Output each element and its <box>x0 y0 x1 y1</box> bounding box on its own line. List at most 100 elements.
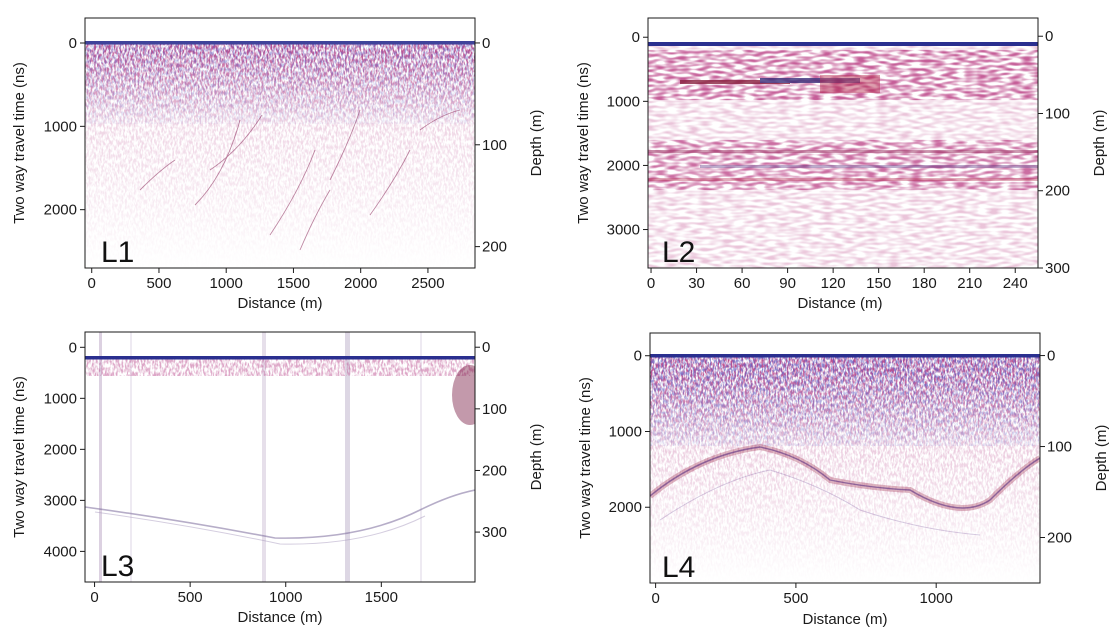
surface-clutter-blue-l1 <box>85 44 475 124</box>
reflector-l2 <box>648 150 1038 153</box>
y2-tick-label-l1: 100 <box>482 137 507 154</box>
panel-label-l2: L2 <box>662 236 695 269</box>
y-tick-label-l3: 0 <box>69 339 77 356</box>
frame-l4 <box>649 332 1041 584</box>
y-tick-label-l2: 2000 <box>607 157 640 174</box>
surface-line-l2 <box>648 42 1038 46</box>
axes-l1: 0 500 1000 1500 2000 2500 0 1000 2000 0 100 200 <box>44 35 507 292</box>
x-tick-label-l1: 2000 <box>344 275 377 292</box>
lower-layer-l2 <box>648 140 1038 190</box>
artifact-l3 <box>420 332 422 582</box>
y2-tick-label-l4: 0 <box>1047 348 1055 365</box>
x-tick-label-l2: 150 <box>866 275 891 292</box>
y-tick-label-l1: 0 <box>69 35 77 52</box>
y-axis-label-l1: Two way travel time (ns) <box>11 62 28 224</box>
x-tick-label-l2: 90 <box>779 275 796 292</box>
x-tick-label-l2: 120 <box>821 275 846 292</box>
y-tick-label-l3: 1000 <box>44 390 77 407</box>
x-tick-label-l4: 500 <box>783 590 808 607</box>
x-tick-label-l4: 1000 <box>919 590 952 607</box>
reflector-l2 <box>680 80 790 84</box>
y-tick-label-l3: 4000 <box>44 543 77 560</box>
panel-label-l1: L1 <box>101 236 134 269</box>
radargram-l3 <box>85 332 475 582</box>
panel-l4: 0 500 1000 0 1000 2000 0 100 200 L4 Distance (m)… <box>577 332 1110 628</box>
x-axis-label-l3: Distance (m) <box>237 609 322 626</box>
y-tick-label-l1: 2000 <box>44 202 77 219</box>
x-tick-label-l3: 1000 <box>269 589 302 606</box>
y2-tick-label-l1: 200 <box>482 239 507 256</box>
axes-l2: 0 30 60 90 120 150 180 210 240 0 1000 2000 3000 0 100 2… <box>607 28 1070 292</box>
surface-line-l4 <box>650 354 1040 358</box>
x-tick-label-l2: 240 <box>1003 275 1028 292</box>
artifact-l3 <box>262 332 266 582</box>
x-axis-label-l2: Distance (m) <box>797 295 882 312</box>
x-tick-label-l1: 1500 <box>277 275 310 292</box>
surface-line-l3 <box>85 356 475 360</box>
x-tick-label-l3: 1500 <box>365 589 398 606</box>
y-tick-label-l1: 1000 <box>44 118 77 135</box>
surface-line-l1 <box>85 41 475 45</box>
dome-diffraction-l4 <box>659 469 981 536</box>
edge-anomaly-l3 <box>452 365 475 425</box>
axes-l4: 0 500 1000 0 1000 2000 0 100 200 <box>609 348 1072 607</box>
x-tick-label-l2: 60 <box>734 275 751 292</box>
axes-l3: 0 500 1000 1500 0 1000 2000 3000 4000 0 100 200 300 <box>44 339 507 606</box>
y2-axis-label-l2: Depth (m) <box>1091 110 1108 177</box>
reflections-l1 <box>139 109 461 251</box>
x-tick-label-l3: 0 <box>90 589 98 606</box>
reflector-l2 <box>648 178 1038 181</box>
y2-tick-label-l2: 200 <box>1045 183 1070 200</box>
reflector-l2 <box>760 78 860 83</box>
y-axis-label-l4: Two way travel time (ns) <box>577 377 594 539</box>
x-axis-label-l1: Distance (m) <box>237 295 322 312</box>
y2-tick-label-l3: 100 <box>482 401 507 418</box>
y2-axis-label-l1: Depth (m) <box>528 110 545 177</box>
y2-tick-label-l2: 0 <box>1045 28 1053 45</box>
artifact-l3 <box>345 332 350 582</box>
y2-tick-label-l4: 200 <box>1047 530 1072 547</box>
x-tick-label-l1: 2500 <box>411 275 444 292</box>
radargram-l4 <box>650 354 1040 583</box>
y-tick-label-l3: 3000 <box>44 492 77 509</box>
reflector-l2 <box>820 75 880 93</box>
frame-l2 <box>647 17 1039 269</box>
frame-l1 <box>84 17 476 269</box>
y-axis-label-l2: Two way travel time (ns) <box>575 62 592 224</box>
panel-l3: 0 500 1000 1500010002000300040000100200300 … <box>11 331 545 626</box>
y-tick-label-l2: 0 <box>632 29 640 46</box>
y-tick-label-l4: 1000 <box>609 423 642 440</box>
vertical-artifacts-l3 <box>99 332 422 582</box>
y2-tick-label-l3: 300 <box>482 524 507 541</box>
x-tick-label-l2: 180 <box>912 275 937 292</box>
panel-l2: 0 30 60 90 120 150 180 210 240 0 1000 2000 3000 0 100 2… <box>575 17 1108 312</box>
artifact-l3 <box>99 332 102 582</box>
y2-axis-label-l4: Depth (m) <box>1093 425 1110 492</box>
y-tick-label-l2: 1000 <box>607 93 640 110</box>
reflector-l2 <box>700 165 1038 168</box>
y-tick-label-l4: 2000 <box>609 499 642 516</box>
y2-tick-label-l2: 100 <box>1045 105 1070 122</box>
y-axis-label-l3: Two way travel time (ns) <box>11 376 28 538</box>
y2-tick-label-l3: 200 <box>482 462 507 479</box>
bedrock-reflector-echo-l3 <box>94 511 426 545</box>
y2-tick-label-l1: 0 <box>482 35 490 52</box>
x-tick-label-l2: 210 <box>957 275 982 292</box>
bedrock-reflector-l3 <box>85 489 475 539</box>
x-tick-label-l1: 500 <box>146 275 171 292</box>
x-tick-label-l3: 500 <box>178 589 203 606</box>
x-axis-label-l4: Distance (m) <box>802 611 887 628</box>
panel-label-l3: L3 <box>101 550 134 583</box>
x-tick-label-l4: 0 <box>651 590 659 607</box>
y2-axis-label-l3: Depth (m) <box>528 424 545 491</box>
x-tick-label-l2: 30 <box>688 275 705 292</box>
surface-clutter-l3 <box>85 358 475 376</box>
y-tick-label-l2: 3000 <box>607 222 640 239</box>
y2-tick-label-l3: 0 <box>482 339 490 356</box>
radargram-l2 <box>648 42 1038 268</box>
y2-tick-label-l4: 100 <box>1047 439 1072 456</box>
reflectors-l2 <box>648 75 1038 181</box>
x-tick-label-l1: 1000 <box>210 275 243 292</box>
